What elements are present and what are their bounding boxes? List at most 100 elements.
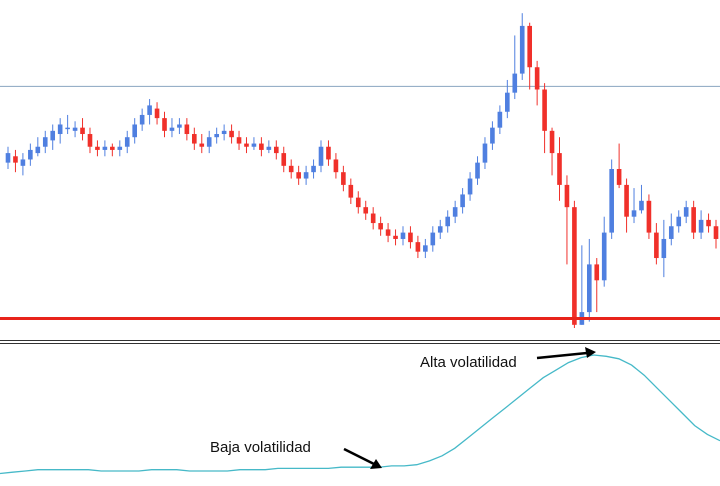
candle-body xyxy=(341,172,346,185)
candle-body xyxy=(475,162,480,179)
candle xyxy=(273,140,279,160)
candle-body xyxy=(400,232,406,239)
candle xyxy=(13,149,18,173)
candle-body xyxy=(534,67,540,90)
candle-body xyxy=(5,153,11,163)
candle xyxy=(288,159,294,179)
candle-body xyxy=(20,159,26,166)
candle xyxy=(5,146,11,169)
candle xyxy=(452,200,458,224)
candle-body xyxy=(370,213,376,224)
candle xyxy=(698,210,704,239)
candle xyxy=(348,178,354,204)
candle-body xyxy=(102,146,108,150)
candle xyxy=(482,137,488,169)
candle xyxy=(691,200,696,239)
candle xyxy=(214,127,219,144)
candle xyxy=(467,172,473,201)
candle-body xyxy=(50,130,56,141)
candle xyxy=(624,178,629,233)
annotation-high: Alta volatilidad xyxy=(420,347,596,371)
candle xyxy=(110,143,115,157)
candle xyxy=(355,191,361,214)
candle xyxy=(318,140,324,173)
candle-body xyxy=(251,143,257,147)
candle xyxy=(654,223,659,265)
candle xyxy=(281,146,287,173)
candle xyxy=(296,165,301,185)
candle-body xyxy=(87,134,93,147)
candle-body xyxy=(452,207,458,217)
candle-body xyxy=(691,207,696,233)
candle xyxy=(639,184,644,214)
candle xyxy=(713,219,719,249)
candle-body xyxy=(303,172,309,179)
candle-body xyxy=(519,25,525,74)
candle xyxy=(527,22,532,90)
candle-body xyxy=(572,207,577,325)
annotation-high-arrow xyxy=(536,351,588,360)
candle xyxy=(236,130,242,150)
candle-body xyxy=(281,153,287,166)
candle-body xyxy=(676,216,682,227)
candle xyxy=(326,140,331,166)
candle-body xyxy=(378,223,383,230)
candle-body xyxy=(706,219,711,227)
candle-body xyxy=(363,207,369,214)
candle-body xyxy=(460,194,465,208)
candle xyxy=(370,207,376,230)
candle xyxy=(445,210,451,233)
candle-body xyxy=(698,219,704,233)
candle-body xyxy=(616,169,622,185)
candle xyxy=(683,200,689,224)
candle-body xyxy=(437,226,443,233)
candle-body xyxy=(162,118,167,131)
candle-body xyxy=(668,226,674,239)
candle xyxy=(20,153,26,176)
candle xyxy=(184,118,190,141)
candle xyxy=(333,153,339,179)
candle-body xyxy=(527,25,532,68)
candle-body xyxy=(631,210,637,217)
candle xyxy=(72,121,78,138)
candle xyxy=(564,175,570,265)
candlestick-series xyxy=(5,13,719,328)
candle-body xyxy=(266,146,272,150)
candle xyxy=(162,111,167,138)
candle xyxy=(572,200,577,328)
candle-body xyxy=(661,238,667,259)
candle xyxy=(95,140,100,157)
candle xyxy=(199,134,205,154)
candle-body xyxy=(594,264,600,281)
candle xyxy=(124,130,130,154)
candle-body xyxy=(311,165,316,173)
candle xyxy=(393,229,398,246)
candle-body xyxy=(236,137,242,144)
candle-body xyxy=(28,149,33,160)
annotation-low-arrow xyxy=(343,447,375,466)
candle-body xyxy=(646,200,652,233)
panel-separator xyxy=(0,340,720,344)
candle xyxy=(303,165,309,185)
candle-body xyxy=(199,143,205,147)
candle xyxy=(154,102,160,125)
candle xyxy=(646,194,652,239)
candle xyxy=(65,114,70,135)
candle xyxy=(542,83,547,154)
candle-body xyxy=(57,124,63,135)
annotation-low-arrowhead xyxy=(370,459,382,469)
candle xyxy=(423,238,428,259)
candle xyxy=(244,137,249,154)
candle xyxy=(706,213,711,233)
annotation-high-arrowhead xyxy=(585,347,596,358)
candle xyxy=(87,127,93,154)
candle-body xyxy=(184,124,190,135)
annotation-low: Baja volatilidad xyxy=(210,439,382,469)
candle-body xyxy=(206,137,212,147)
candle xyxy=(169,118,175,138)
candle xyxy=(631,188,637,224)
candle xyxy=(437,219,443,239)
candle xyxy=(668,213,674,246)
candle-body xyxy=(288,165,294,173)
